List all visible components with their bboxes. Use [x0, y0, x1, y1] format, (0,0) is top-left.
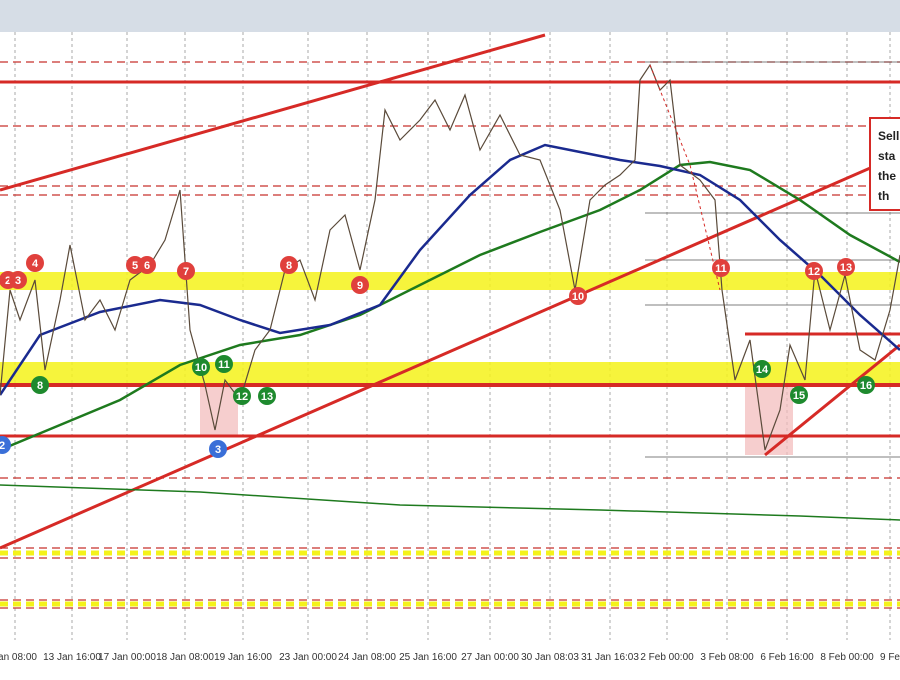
marker [837, 258, 855, 276]
x-tick-label: 17 Jan 00:00 [98, 652, 156, 663]
x-tick-label: 30 Jan 08:03 [521, 652, 579, 663]
x-tick-label: 25 Jan 16:00 [399, 652, 457, 663]
yellow-dashes [0, 550, 900, 607]
note-text: th [878, 189, 889, 203]
marker-label: 10 [195, 362, 207, 374]
marker [26, 254, 44, 272]
note-text: Sell [878, 129, 899, 143]
marker [805, 262, 823, 280]
marker [569, 287, 587, 305]
x-tick-label: 23 Jan 00:00 [279, 652, 337, 663]
support-zone [0, 272, 900, 290]
x-tick-label: Jan 08:00 [0, 652, 37, 663]
red-levels [0, 33, 900, 550]
x-tick-label: 2 Feb 00:00 [640, 652, 694, 663]
marker [192, 358, 210, 376]
marker-label: 7 [183, 266, 189, 278]
marker-label: 13 [840, 262, 852, 274]
marker-label: 11 [715, 263, 727, 275]
marker-label: 3 [215, 444, 221, 456]
marker [258, 387, 276, 405]
x-tick-label: 24 Jan 08:00 [338, 652, 396, 663]
marker [280, 256, 298, 274]
marker-label: 10 [572, 291, 584, 303]
marker-label: 4 [32, 258, 39, 270]
x-tick-label: 9 Fe [880, 652, 900, 663]
marker-label: 12 [236, 391, 248, 403]
marker [753, 360, 771, 378]
marker [209, 440, 227, 458]
marker-label: 8 [37, 380, 43, 392]
marker [0, 436, 11, 454]
plot-area [0, 32, 900, 640]
axis-band [0, 640, 900, 675]
ma-long [0, 484, 900, 521]
note-text: the [878, 169, 896, 183]
marker-label: 6 [144, 260, 150, 272]
dashed-levels [0, 61, 900, 609]
marker [215, 355, 233, 373]
marker-label: 2 [0, 440, 5, 452]
highlight [745, 385, 793, 455]
marker-label: 12 [808, 266, 820, 278]
trace [649, 64, 721, 291]
marker [233, 387, 251, 405]
x-tick-label: 6 Feb 16:00 [760, 652, 814, 663]
marker [31, 376, 49, 394]
marker-label: 11 [218, 359, 230, 371]
ma-mid [0, 160, 900, 452]
marker-label: 15 [793, 390, 805, 402]
x-tick-label: 31 Jan 16:03 [581, 652, 639, 663]
top-bar [0, 0, 900, 32]
x-tick-label: 19 Jan 16:00 [214, 652, 272, 663]
thin-levels [645, 61, 900, 458]
x-tick-label: 3 Feb 08:00 [700, 652, 754, 663]
marker [177, 262, 195, 280]
x-tick-label: 13 Jan 16:00 [43, 652, 101, 663]
grid [14, 32, 891, 640]
marker [790, 386, 808, 404]
marker-label: 8 [286, 260, 292, 272]
note-text: sta [878, 149, 896, 163]
marker-label: 13 [261, 391, 273, 403]
marker-label: 2 [5, 275, 11, 287]
marker [857, 376, 875, 394]
marker-label: 5 [132, 260, 138, 272]
x-tick-label: 27 Jan 00:00 [461, 652, 519, 663]
marker [9, 271, 27, 289]
marker-label: 9 [357, 280, 363, 292]
marker [712, 259, 730, 277]
marker [351, 276, 369, 294]
x-tick-label: 8 Feb 00:00 [820, 652, 874, 663]
marker-label: 3 [15, 275, 21, 287]
marker-label: 14 [756, 364, 769, 376]
ma-short [0, 143, 900, 396]
note-box [869, 117, 900, 211]
marker-label: 16 [860, 380, 872, 392]
x-tick-label: 18 Jan 08:00 [156, 652, 214, 663]
marker [138, 256, 156, 274]
